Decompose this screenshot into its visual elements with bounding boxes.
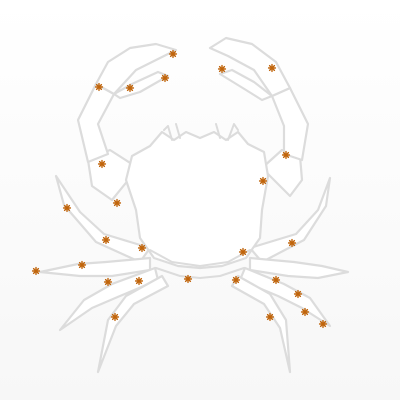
- asterisk-icon: [281, 150, 291, 160]
- asterisk-icon: [217, 64, 227, 74]
- asterisk-icon: [31, 266, 41, 276]
- asterisk-icon: [293, 289, 303, 299]
- crab-body-outline: [38, 36, 350, 374]
- asterisk-icon: [168, 49, 178, 59]
- asterisk-icon: [97, 159, 107, 169]
- right-legs: [230, 176, 350, 374]
- left-claw: [76, 42, 178, 202]
- asterisk-icon: [77, 260, 87, 270]
- asterisk-icon: [238, 247, 248, 257]
- asterisk-icon: [94, 82, 104, 92]
- asterisk-icon: [101, 235, 111, 245]
- asterisk-icon: [265, 312, 275, 322]
- asterisk-icon: [258, 176, 268, 186]
- asterisk-icon: [125, 83, 135, 93]
- eye-stalks: [163, 123, 239, 141]
- right-claw: [208, 36, 310, 198]
- asterisk-icon: [137, 243, 147, 253]
- asterisk-icon: [183, 274, 193, 284]
- abdomen-segments: [149, 249, 251, 279]
- asterisk-icon: [134, 276, 144, 286]
- asterisk-icon: [287, 238, 297, 248]
- keypoint-markers: [31, 49, 328, 329]
- asterisk-icon: [112, 198, 122, 208]
- asterisk-icon: [267, 63, 277, 73]
- carapace: [124, 130, 270, 270]
- asterisk-icon: [160, 73, 170, 83]
- asterisk-icon: [62, 203, 72, 213]
- left-legs: [38, 174, 170, 374]
- asterisk-icon: [103, 277, 113, 287]
- asterisk-icon: [300, 307, 310, 317]
- asterisk-icon: [271, 275, 281, 285]
- asterisk-icon: [318, 319, 328, 329]
- asterisk-icon: [110, 312, 120, 322]
- asterisk-icon: [231, 275, 241, 285]
